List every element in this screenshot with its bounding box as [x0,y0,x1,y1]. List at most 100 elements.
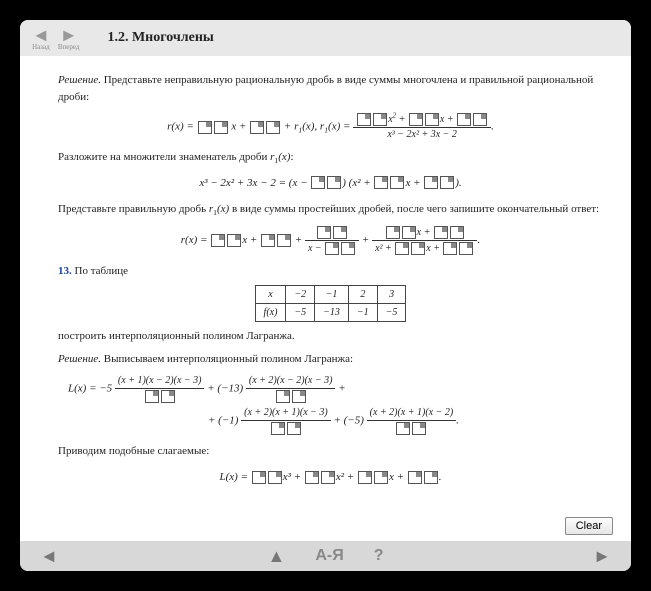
eq-text: + [396,114,408,125]
input-box[interactable] [457,113,471,126]
help-button[interactable]: ? [374,547,384,565]
eq-text: + r [284,121,298,133]
eq-text: (x) = [328,121,353,133]
forward-button[interactable]: ► Вперед [58,26,80,51]
input-box[interactable] [396,422,410,435]
equation-3: r(x) = x + + x − + x + x² + x + . [58,226,603,255]
input-box[interactable] [333,226,347,239]
data-table: x −2 −1 2 3 f(x) −5 −13 −1 −5 [255,285,407,322]
input-box[interactable] [358,471,372,484]
eq-text: x² + [352,177,373,189]
input-box[interactable] [250,121,264,134]
input-box[interactable] [357,113,371,126]
eq-text: x + [242,234,260,246]
index-button[interactable]: А-Я [315,547,343,565]
fraction: (x + 2)(x + 1)(x − 3) [241,407,331,435]
paragraph: Разложите на множители знаменатель дроби… [58,149,603,166]
back-button[interactable]: ◄ Назад [32,26,50,51]
text: По таблице [75,265,129,277]
table-cell: −13 [315,304,349,322]
input-box[interactable] [321,471,335,484]
text: (x) [217,203,229,215]
input-box[interactable] [327,176,341,189]
table-cell: 2 [348,286,377,304]
eq-text: L(x) = −5 [68,383,112,395]
input-box[interactable] [276,390,290,403]
fraction: x − [305,226,359,255]
input-box[interactable] [227,234,241,247]
input-box[interactable] [292,390,306,403]
input-box[interactable] [390,176,404,189]
table-cell: f(x) [255,304,286,322]
input-box[interactable] [252,471,266,484]
fraction: (x + 1)(x − 2)(x − 3) [115,375,205,403]
next-page-icon[interactable]: ► [593,546,611,567]
equation-5: L(x) = x³ + x² + x + . [58,468,603,488]
input-box[interactable] [198,121,212,134]
input-box[interactable] [434,226,448,239]
input-box[interactable] [277,234,291,247]
input-box[interactable] [271,422,285,435]
eq-text: x³ + [283,471,304,483]
input-box[interactable] [386,226,400,239]
input-box[interactable] [412,422,426,435]
input-box[interactable] [325,242,339,255]
eq-text: + [362,234,372,246]
table-cell: −2 [286,286,315,304]
table-cell: −1 [348,304,377,322]
input-box[interactable] [424,471,438,484]
eq-text: (x), r [302,121,324,133]
input-box[interactable] [268,471,282,484]
input-box[interactable] [266,121,280,134]
text: (x) [278,151,290,163]
eq-text: (x + 2)(x + 1)(x − 3) [241,407,331,421]
back-label: Назад [32,44,50,51]
paragraph: Решение. Представьте неправильную рацион… [58,72,603,105]
input-box[interactable] [211,234,225,247]
app-frame: ◄ Назад ► Вперед 1.2. Многочлены Решение… [20,20,631,571]
equation-4: L(x) = −5 (x + 1)(x − 2)(x − 3) + (−13) … [58,375,603,435]
input-box[interactable] [411,242,425,255]
input-box[interactable] [161,390,175,403]
eq-text: + (−1) [208,415,238,427]
input-box[interactable] [450,226,464,239]
prev-page-icon[interactable]: ◄ [40,546,58,567]
input-box[interactable] [287,422,301,435]
input-box[interactable] [341,242,355,255]
input-box[interactable] [424,176,438,189]
input-box[interactable] [374,176,388,189]
forward-arrow-icon: ► [60,26,78,44]
input-box[interactable] [395,242,409,255]
input-box[interactable] [409,113,423,126]
fraction: (x + 2)(x + 1)(x − 2) [367,407,457,435]
table-cell: x [255,286,286,304]
topbar: ◄ Назад ► Вперед 1.2. Многочлены [20,20,631,56]
paragraph: Решение. Выписываем интерполяционный пол… [58,351,603,368]
input-box[interactable] [443,242,457,255]
eq-text: x² + [336,471,357,483]
text: Представьте неправильную рациональную др… [58,74,593,103]
input-box[interactable] [373,113,387,126]
input-box[interactable] [374,471,388,484]
eq-text: (x + 1)(x − 2)(x − 3) [115,375,205,389]
input-box[interactable] [402,226,416,239]
up-icon[interactable]: ▲ [268,546,286,567]
input-box[interactable] [317,226,331,239]
input-box[interactable] [145,390,159,403]
input-box[interactable] [408,471,422,484]
input-box[interactable] [214,121,228,134]
eq-text: x + [426,243,442,254]
input-box[interactable] [305,471,319,484]
eq-text: + (−13) [207,383,243,395]
input-box[interactable] [311,176,325,189]
eq-text: + (−5) [333,415,363,427]
text: Разложите на множители знаменатель дроби [58,151,270,163]
eq-text: + [338,383,345,395]
input-box[interactable] [261,234,275,247]
clear-button[interactable]: Clear [565,517,613,535]
fraction: x2 + x + x³ − 2x² + 3x − 2 [353,113,491,141]
input-box[interactable] [440,176,454,189]
input-box[interactable] [473,113,487,126]
input-box[interactable] [459,242,473,255]
input-box[interactable] [425,113,439,126]
